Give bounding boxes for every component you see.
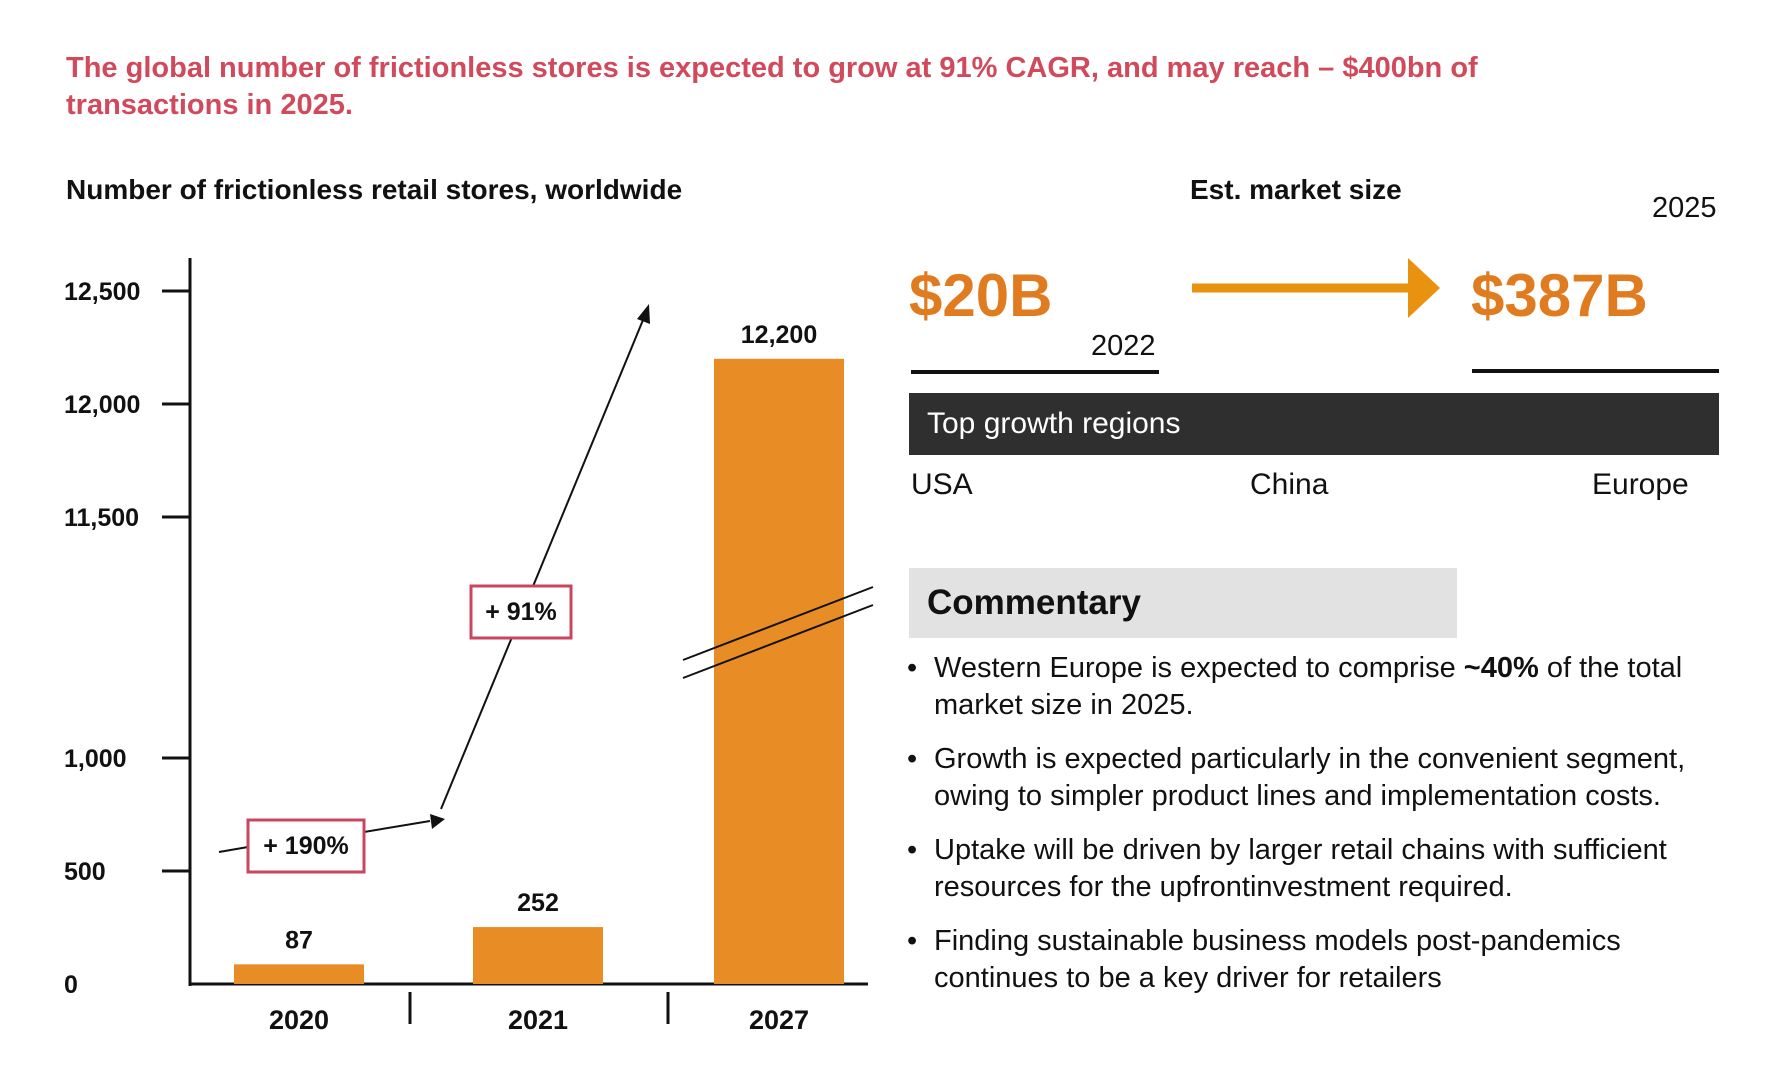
region-usa: USA <box>911 468 973 501</box>
commentary-bullet: • Uptake will be driven by larger retail … <box>907 834 1667 903</box>
region-europe: Europe <box>1592 468 1689 501</box>
top-growth-regions-header: Top growth regions <box>909 393 1719 455</box>
y-tick-label: 500 <box>64 858 106 886</box>
commentary-list: • Western Europe is expected to comprise … <box>907 650 1717 1014</box>
bar <box>234 964 364 984</box>
chart-title: Number of frictionless retail stores, wo… <box>66 174 683 205</box>
arrow-head-icon <box>637 304 650 324</box>
headline: The global number of frictionless stores… <box>66 52 1478 121</box>
y-tick-label: 0 <box>64 971 78 999</box>
market-start-year: 2022 <box>1091 330 1156 362</box>
region-china: China <box>1250 468 1329 501</box>
y-tick-label: 12,000 <box>64 391 140 419</box>
growth-annotation-box <box>469 584 573 640</box>
market-end-value: $387B <box>1471 262 1648 329</box>
y-tick-label: 11,500 <box>64 504 139 532</box>
market-growth-arrow-icon <box>1192 258 1440 318</box>
growth-annotation-label: + 190% <box>263 832 349 860</box>
growth-annotation-box <box>246 818 366 874</box>
y-tick-label: 12,500 <box>64 278 140 306</box>
growth-annotation-label: + 91% <box>485 598 557 626</box>
data-label: 252 <box>517 889 559 917</box>
market-end-underline <box>1472 369 1719 373</box>
axis-break-line <box>682 604 874 679</box>
data-label: 87 <box>285 926 313 954</box>
bar-chart: 0 500 1,000 11,500 12,000 12,500 87 2020 252 2021… <box>64 258 874 1035</box>
y-tick-label: 1,000 <box>64 745 127 773</box>
axis-break-line <box>682 586 874 661</box>
x-category-label: 2027 <box>749 1005 809 1035</box>
market-end-year: 2025 <box>1652 192 1717 224</box>
bar <box>714 358 844 984</box>
commentary-title: Commentary <box>909 568 1457 638</box>
commentary-bullet: • Finding sustainable business models pos… <box>907 925 1621 994</box>
bar <box>473 927 603 984</box>
growth-arrow-tail <box>218 846 249 853</box>
market-start-underline <box>911 370 1159 374</box>
market-start-value: $20B <box>909 262 1053 329</box>
market-size-title: Est. market size <box>1190 174 1402 205</box>
arrow-head-icon <box>430 814 445 829</box>
x-category-label: 2020 <box>269 1005 329 1035</box>
growth-arrow-91 <box>440 319 644 810</box>
commentary-bullet: • Western Europe is expected to comprise … <box>907 652 1683 721</box>
x-category-label: 2021 <box>508 1005 568 1035</box>
growth-arrow-190 <box>363 820 431 833</box>
data-label: 12,200 <box>741 321 817 349</box>
commentary-bullet: • Growth is expected particularly in the … <box>907 743 1686 812</box>
